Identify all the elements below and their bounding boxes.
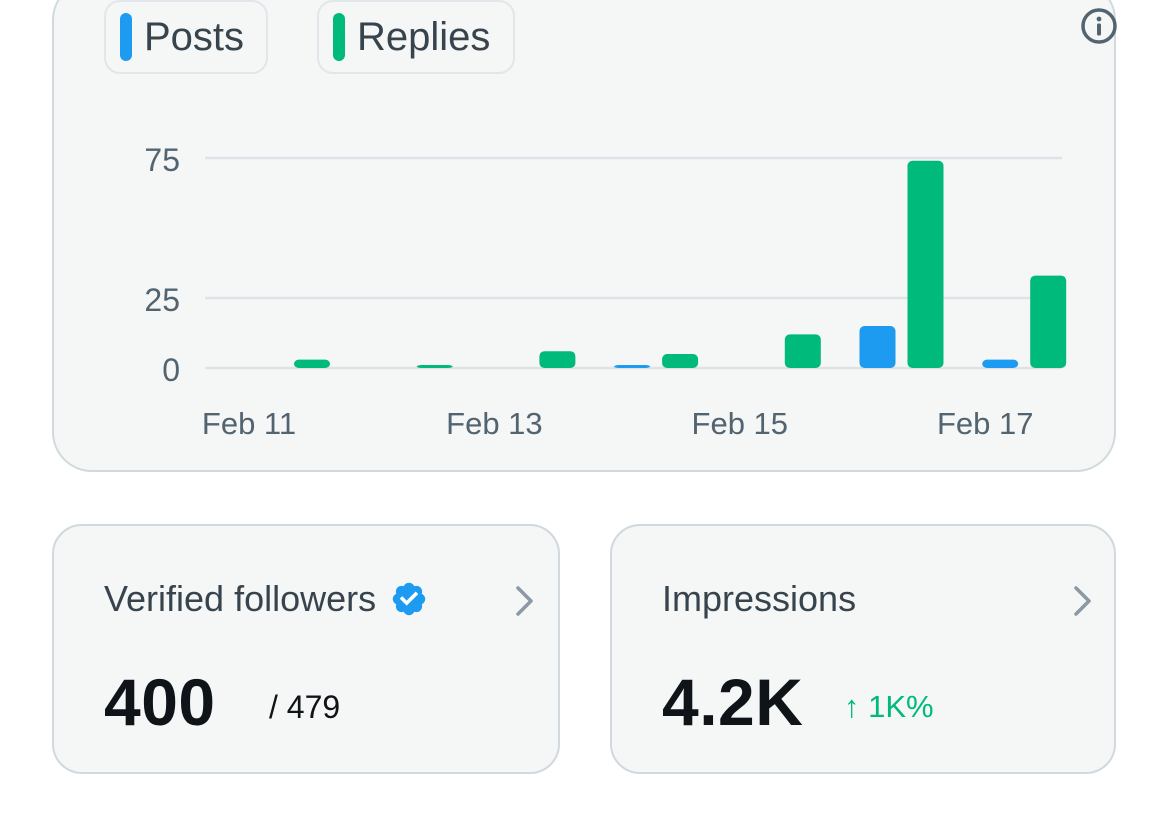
impressions-card[interactable]: Impressions 4.2K ↑ 1K% [610,524,1116,774]
impressions-change: ↑ 1K% [844,689,934,724]
verified-followers-value: 400 [104,665,216,739]
legend-posts-chip[interactable]: Posts [104,0,268,74]
x-tick-label: Feb 11 [202,406,296,441]
info-icon[interactable] [1080,7,1118,45]
chevron-right-icon[interactable] [1072,584,1094,618]
legend-replies-chip[interactable]: Replies [317,0,515,74]
impressions-value: 4.2K [662,665,804,739]
y-tick-label: 0 [162,352,180,388]
replies-swatch [333,13,345,61]
verified-followers-label: Verified followers [104,578,377,619]
bar-replies [539,351,576,368]
legend-replies-label: Replies [357,14,491,59]
bar-replies [784,334,821,368]
bar-replies [1030,275,1067,368]
bar-replies [416,365,453,368]
chevron-right-icon[interactable] [514,584,536,618]
verified-followers-title: Verified followers [104,578,428,620]
x-tick-label: Feb 17 [937,406,1034,441]
total-followers-value: / 479 [269,689,341,725]
y-tick-label: 75 [144,142,180,178]
y-tick-label: 25 [144,282,180,318]
x-tick-label: Feb 15 [692,406,789,441]
impressions-title: Impressions [662,578,856,620]
impressions-label: Impressions [662,578,857,619]
posts-swatch [120,13,132,61]
bar-posts [614,365,651,368]
legend-posts-label: Posts [144,14,245,59]
bar-replies [907,160,944,368]
x-tick-label: Feb 13 [446,406,543,441]
bar-posts [859,326,896,368]
bar-replies [662,354,699,368]
bar-posts [982,359,1019,368]
activity-bar-chart: 0 25 75 Feb 11 Feb 13 Feb 15 Feb 17 [144,142,1067,441]
verified-followers-card[interactable]: Verified followers 400 / 479 [52,524,560,774]
verified-badge-icon [392,582,426,616]
bar-replies [294,359,330,368]
